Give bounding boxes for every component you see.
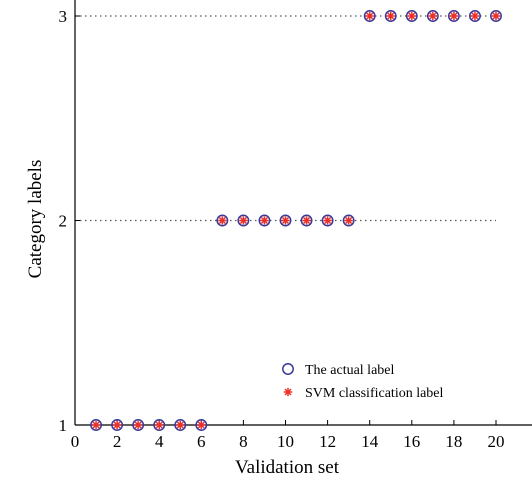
asterisk-stroke xyxy=(155,421,163,429)
svm-label-point xyxy=(176,420,185,430)
asterisk-stroke xyxy=(408,12,416,20)
actual-label-point xyxy=(469,10,481,22)
y-tick-label: 2 xyxy=(59,212,68,231)
x-tick-label: 20 xyxy=(488,432,505,451)
asterisk-stroke xyxy=(239,216,247,225)
actual-label-point xyxy=(490,10,502,22)
x-tick-label: 18 xyxy=(445,432,462,451)
asterisk-stroke xyxy=(450,12,458,20)
asterisk-stroke xyxy=(324,216,332,225)
actual-label-point xyxy=(174,419,187,431)
svm-label-point xyxy=(491,11,501,21)
x-tick-label: 2 xyxy=(113,432,122,451)
asterisk-stroke xyxy=(492,12,500,20)
actual-label-point xyxy=(90,419,103,431)
svm-label-point xyxy=(281,216,290,225)
legend-marker-actual xyxy=(282,363,294,375)
svm-label-point xyxy=(218,216,227,225)
legend-label-actual: The actual label xyxy=(305,363,395,378)
svm-label-point xyxy=(91,420,101,430)
asterisk-stroke xyxy=(260,216,268,225)
actual-label-point xyxy=(300,214,313,227)
svm-label-point xyxy=(155,420,164,430)
asterisk-stroke xyxy=(218,216,226,225)
x-tick-label: 16 xyxy=(403,432,420,451)
svm-label-point xyxy=(407,11,416,21)
data-points xyxy=(90,10,502,431)
actual-label-point xyxy=(132,419,145,431)
asterisk-stroke xyxy=(281,216,290,225)
svm-label-point xyxy=(302,216,311,225)
asterisk-stroke xyxy=(366,12,374,20)
x-axis-label: Validation set xyxy=(235,457,340,478)
asterisk-stroke xyxy=(387,12,395,20)
svm-label-point xyxy=(470,11,480,21)
grid-lines xyxy=(75,15,496,222)
actual-label-point xyxy=(279,214,292,227)
asterisk-stroke xyxy=(471,12,479,20)
x-tick-label: 4 xyxy=(155,432,164,451)
actual-label-point xyxy=(258,214,271,227)
asterisk-stroke xyxy=(429,12,437,20)
legend-asterisk-icon xyxy=(283,387,293,397)
svm-label-point xyxy=(239,216,248,225)
actual-label-point xyxy=(384,10,397,22)
actual-label-point xyxy=(321,214,334,227)
y-tick-label: 3 xyxy=(59,7,68,26)
actual-label-point xyxy=(111,419,124,431)
y-tick-label: 1 xyxy=(59,416,68,435)
svm-label-point xyxy=(133,420,143,430)
asterisk-stroke xyxy=(176,421,184,429)
legend-circle-icon xyxy=(282,363,294,375)
actual-label-point xyxy=(237,214,250,227)
y-axis-label: Category labels xyxy=(25,160,46,279)
asterisk-stroke xyxy=(345,216,353,225)
x-tick-label: 10 xyxy=(277,432,294,451)
svm-label-point xyxy=(344,216,353,225)
asterisk-stroke xyxy=(92,421,100,429)
asterisk-stroke xyxy=(303,216,311,225)
x-tick-label: 12 xyxy=(319,432,336,451)
actual-label-point xyxy=(342,214,355,227)
svm-label-point xyxy=(386,11,395,21)
x-tick-label: 6 xyxy=(197,432,206,451)
legend-label-svm: SVM classification label xyxy=(305,386,444,401)
legend: The actual label SVM classification labe… xyxy=(282,363,444,401)
actual-label-point xyxy=(447,10,460,22)
x-tick-label: 8 xyxy=(239,432,248,451)
actual-label-point xyxy=(363,10,376,22)
svm-label-point xyxy=(260,216,269,225)
axes xyxy=(74,0,532,426)
svm-label-point xyxy=(449,11,459,21)
asterisk-stroke xyxy=(134,421,142,429)
actual-label-point xyxy=(195,419,208,431)
asterisk-stroke xyxy=(197,421,205,429)
actual-label-point xyxy=(426,10,439,22)
svm-label-point xyxy=(197,420,206,430)
actual-label-point xyxy=(153,419,166,431)
actual-label-point xyxy=(216,214,229,227)
legend-marker-svm xyxy=(283,387,293,397)
svm-label-point xyxy=(428,11,438,21)
asterisk-stroke xyxy=(284,388,292,396)
x-tick-label: 14 xyxy=(361,432,379,451)
x-tick-label: 0 xyxy=(71,432,80,451)
actual-label-point xyxy=(405,10,418,22)
svm-label-point xyxy=(365,11,374,21)
svm-label-point xyxy=(323,216,332,225)
svm-label-point xyxy=(112,420,122,430)
asterisk-stroke xyxy=(113,421,121,429)
